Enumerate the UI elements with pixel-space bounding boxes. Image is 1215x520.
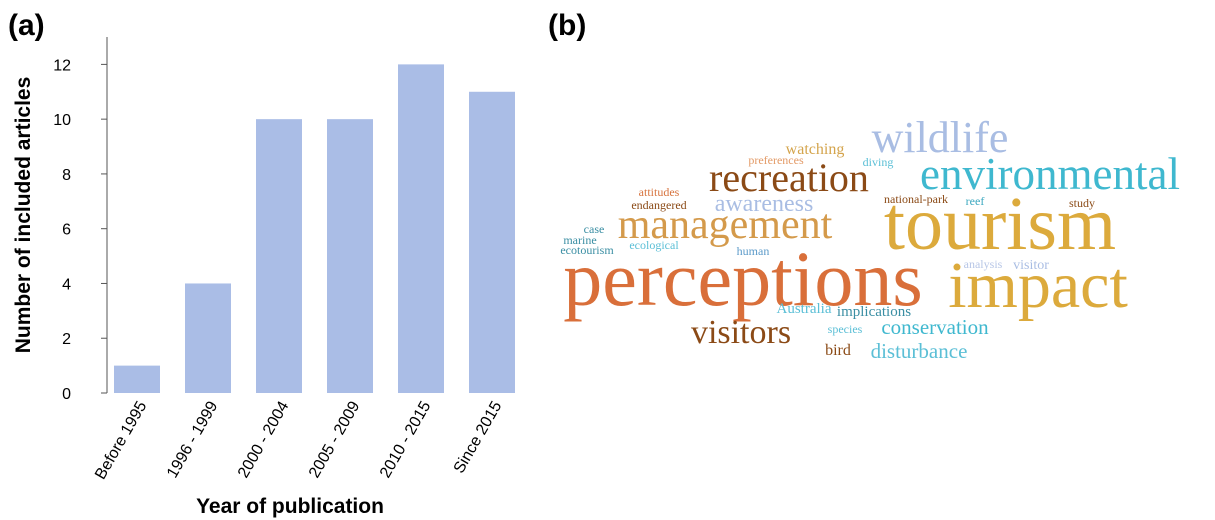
word-cloud-term: reef bbox=[966, 194, 985, 208]
word-cloud-term: marine bbox=[563, 233, 596, 247]
word-cloud-term: national-park bbox=[884, 192, 948, 206]
y-tick-label: 10 bbox=[53, 112, 71, 129]
word-cloud-term: bird bbox=[825, 342, 851, 359]
word-cloud-term: visitor bbox=[1013, 258, 1049, 273]
x-tick-label: Before 1995 bbox=[92, 398, 150, 482]
y-tick-label: 2 bbox=[62, 331, 71, 348]
bars bbox=[114, 64, 515, 394]
x-tick-label: 2010 - 2015 bbox=[377, 398, 434, 481]
word-cloud-term: implications bbox=[837, 304, 911, 320]
word-cloud-term: visitors bbox=[691, 314, 791, 351]
word-cloud-term: wildlife bbox=[872, 113, 1009, 162]
y-tick-label: 0 bbox=[62, 386, 71, 403]
word-cloud-term: analysis bbox=[964, 257, 1003, 271]
y-axis-title: Number of included articles bbox=[12, 77, 35, 354]
x-tick-label: 2000 - 2004 bbox=[235, 398, 292, 481]
y-tick-label: 8 bbox=[62, 167, 71, 184]
word-cloud-term: study bbox=[1069, 196, 1095, 210]
word-cloud-term: ecotourism bbox=[560, 243, 614, 257]
word-cloud-term: endangered bbox=[631, 198, 686, 212]
word-cloud-term: environmental bbox=[920, 149, 1180, 199]
word-cloud-term: Australia bbox=[777, 301, 832, 317]
word-cloud-term: recreation bbox=[709, 155, 869, 200]
word-cloud-term: preferences bbox=[748, 153, 804, 167]
x-tick-label: 1996 - 1999 bbox=[164, 398, 221, 481]
y-axis-ticks: 0 2 4 6 8 10 12 bbox=[53, 57, 107, 403]
y-tick-label: 12 bbox=[53, 57, 71, 74]
word-cloud-term: attitudes bbox=[639, 185, 680, 199]
word-cloud-term: ecological bbox=[629, 238, 679, 252]
panel-label-a: (a) bbox=[8, 9, 45, 42]
word-cloud-term: perceptions bbox=[563, 235, 923, 322]
word-cloud-term: conservation bbox=[881, 315, 989, 339]
word-cloud: wildlife watching diving preferences environ… bbox=[560, 113, 1180, 363]
word-cloud-term: disturbance bbox=[871, 339, 968, 363]
bar bbox=[469, 91, 515, 394]
panel-label-b: (b) bbox=[548, 9, 586, 42]
bar bbox=[398, 64, 444, 393]
bar bbox=[256, 119, 302, 394]
word-cloud-term: impact bbox=[948, 249, 1128, 322]
y-tick-label: 4 bbox=[62, 276, 71, 293]
word-cloud-term: human bbox=[737, 244, 770, 258]
bar bbox=[114, 365, 160, 393]
word-cloud-term: case bbox=[584, 222, 605, 236]
word-cloud-term: tourism bbox=[884, 182, 1116, 266]
bar bbox=[185, 283, 231, 393]
word-cloud-term: awareness bbox=[715, 191, 814, 217]
bar-chart: 0 2 4 6 8 10 12 Before 1995 1996 - 1999 2000 - 2… bbox=[12, 37, 515, 518]
word-cloud-term: species bbox=[828, 322, 863, 336]
word-cloud-term: diving bbox=[863, 155, 894, 169]
x-tick-label: 2005 - 2009 bbox=[306, 398, 363, 481]
x-tick-label: Since 2015 bbox=[451, 398, 506, 476]
x-axis-tick-labels: Before 1995 1996 - 1999 2000 - 2004 2005 - … bbox=[92, 398, 505, 482]
y-tick-label: 6 bbox=[62, 222, 71, 239]
x-axis-title: Year of publication bbox=[196, 495, 384, 518]
bar bbox=[327, 119, 373, 394]
word-cloud-term: management bbox=[618, 202, 833, 248]
word-cloud-term: watching bbox=[786, 141, 845, 158]
